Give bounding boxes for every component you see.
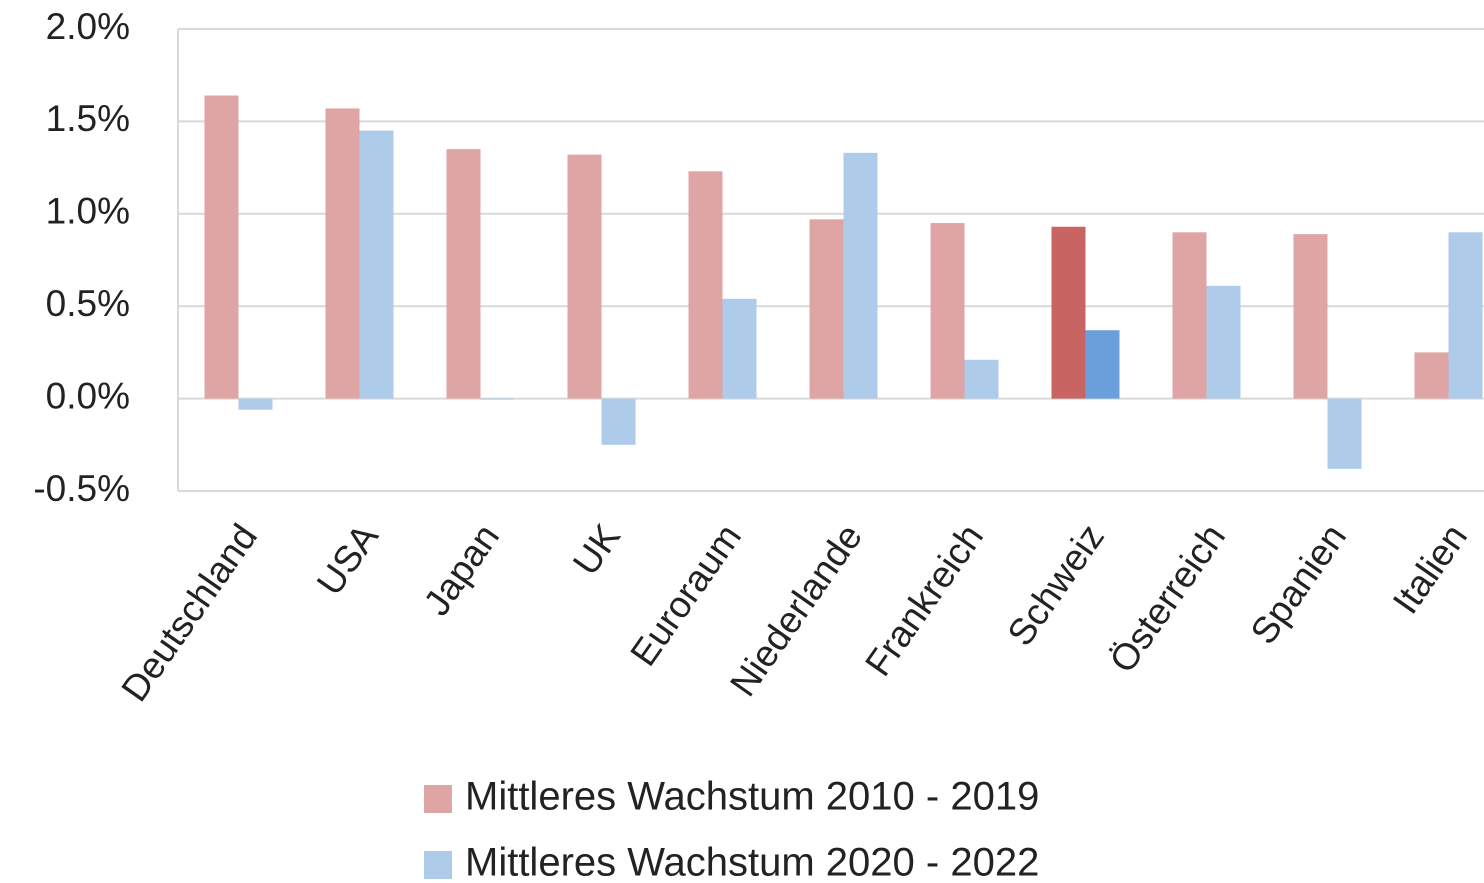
- x-tick-label: USA: [309, 516, 386, 602]
- bar: [1085, 330, 1120, 399]
- y-tick-label: 0.5%: [46, 283, 130, 324]
- bar: [359, 130, 394, 399]
- bar: [688, 171, 723, 399]
- bar: [1414, 352, 1449, 399]
- bar: [1293, 234, 1328, 399]
- bar: [601, 398, 636, 445]
- bar: [238, 398, 273, 410]
- bar: [1327, 398, 1362, 469]
- y-tick-label: 1.0%: [46, 191, 130, 232]
- bar: [1051, 226, 1086, 399]
- bar: [722, 298, 757, 399]
- legend-swatch: [424, 851, 452, 879]
- bar: [1206, 285, 1241, 399]
- legend-swatch: [424, 785, 452, 813]
- x-tick-label: Österreich: [1102, 517, 1233, 680]
- x-tick-label: Spanien: [1243, 517, 1354, 652]
- bar: [446, 149, 481, 399]
- y-tick-label: 1.5%: [46, 98, 130, 139]
- x-tick-label: UK: [565, 516, 628, 582]
- bar: [1448, 232, 1483, 399]
- legend-label: Mittleres Wachstum 2010 - 2019: [465, 775, 1039, 819]
- bar: [964, 359, 999, 399]
- bar: [843, 152, 878, 399]
- x-tick-label: Euroraum: [622, 517, 749, 674]
- bar: [1172, 232, 1207, 399]
- y-tick-label: 2.0%: [46, 6, 130, 47]
- x-tick-label: Italien: [1385, 517, 1475, 621]
- y-tick-label: -0.5%: [33, 468, 130, 509]
- bar: [930, 223, 965, 399]
- x-tick-label: Japan: [416, 517, 507, 623]
- bar: [325, 108, 360, 399]
- y-tick-label: 0.0%: [46, 375, 130, 416]
- legend-label: Mittleres Wachstum 2020 - 2022: [465, 841, 1039, 883]
- x-tick-label: Deutschland: [114, 517, 266, 709]
- x-tick-label: Schweiz: [999, 517, 1112, 653]
- bar: [809, 219, 844, 399]
- bar: [204, 95, 239, 399]
- bar: [567, 154, 602, 399]
- bar: [480, 398, 515, 400]
- x-tick-label: Frankreich: [857, 517, 991, 684]
